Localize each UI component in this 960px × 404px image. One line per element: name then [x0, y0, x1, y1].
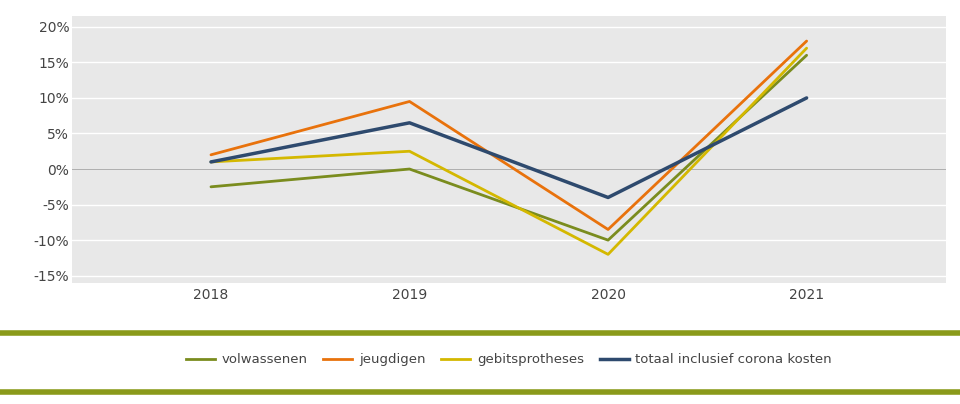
- Legend: volwassenen, jeugdigen, gebitsprotheses, totaal inclusief corona kosten: volwassenen, jeugdigen, gebitsprotheses,…: [180, 348, 837, 372]
